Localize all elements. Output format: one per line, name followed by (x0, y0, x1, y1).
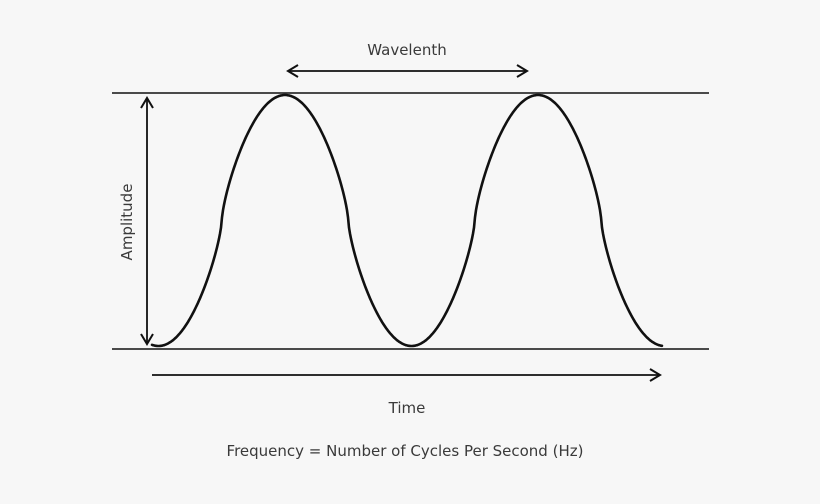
amplitude-label: Amplitude (118, 183, 136, 261)
wave-curve (150, 93, 664, 348)
wavelength-label: Wavelenth (367, 41, 447, 59)
frequency-formula-label: Frequency = Number of Cycles Per Second … (226, 442, 584, 460)
time-label: Time (388, 399, 426, 417)
